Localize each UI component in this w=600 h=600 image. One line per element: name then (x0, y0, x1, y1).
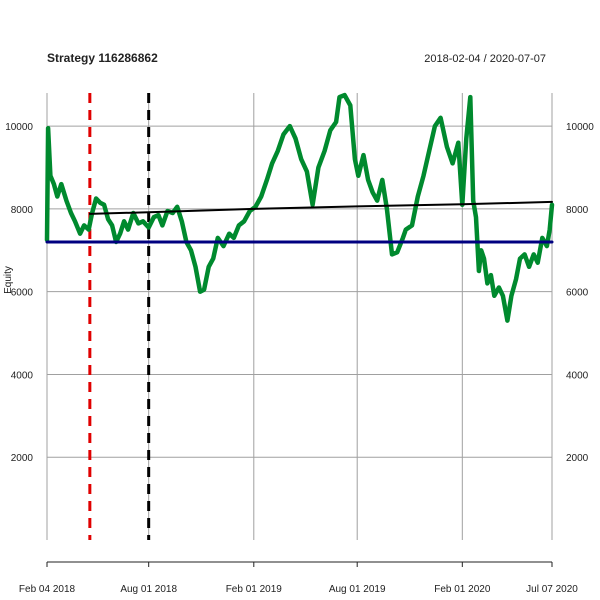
y-tick-label-right-1: 4000 (566, 370, 589, 381)
y-axis-title: Equity (3, 266, 14, 294)
y-tick-label-right-3: 8000 (566, 205, 589, 216)
y-tick-label-right-4: 10000 (566, 122, 594, 133)
y-tick-label-left-3: 8000 (11, 205, 34, 216)
x-axis: Feb 04 2018 Aug 01 2018 Feb 01 2019 Aug 01 … (19, 561, 578, 595)
y-tick-label-left-2: 6000 (11, 288, 34, 299)
y-tick-label-right-0: 2000 (566, 453, 589, 464)
y-tick-label-left-1: 4000 (11, 370, 34, 381)
x-tick-label-1: Aug 01 2018 (120, 584, 177, 595)
series-line-trend (88, 200, 553, 215)
x-tick-label-5: Jul 07 2020 (526, 584, 578, 595)
series-layer (44, 92, 555, 323)
y-tick-label-left-0: 2000 (11, 453, 34, 464)
x-tick-label-4: Feb 01 2020 (434, 584, 491, 595)
vertical-markers (88, 93, 151, 540)
chart-date-range: 2018-02-04 / 2020-07-07 (424, 53, 546, 65)
y-axis-right: 2000 4000 6000 8000 10000 (566, 122, 594, 464)
x-tick-label-0: Feb 04 2018 (19, 584, 76, 595)
x-tick-label-2: Feb 01 2019 (226, 584, 283, 595)
y-tick-label-right-2: 6000 (566, 288, 589, 299)
chart-title: Strategy 116286862 (47, 51, 158, 65)
y-axis-left: 2000 4000 6000 8000 10000 (5, 122, 33, 464)
y-tick-label-left-4: 10000 (5, 122, 33, 133)
series-line-equity (44, 92, 555, 323)
x-tick-label-3: Aug 01 2019 (329, 584, 386, 595)
